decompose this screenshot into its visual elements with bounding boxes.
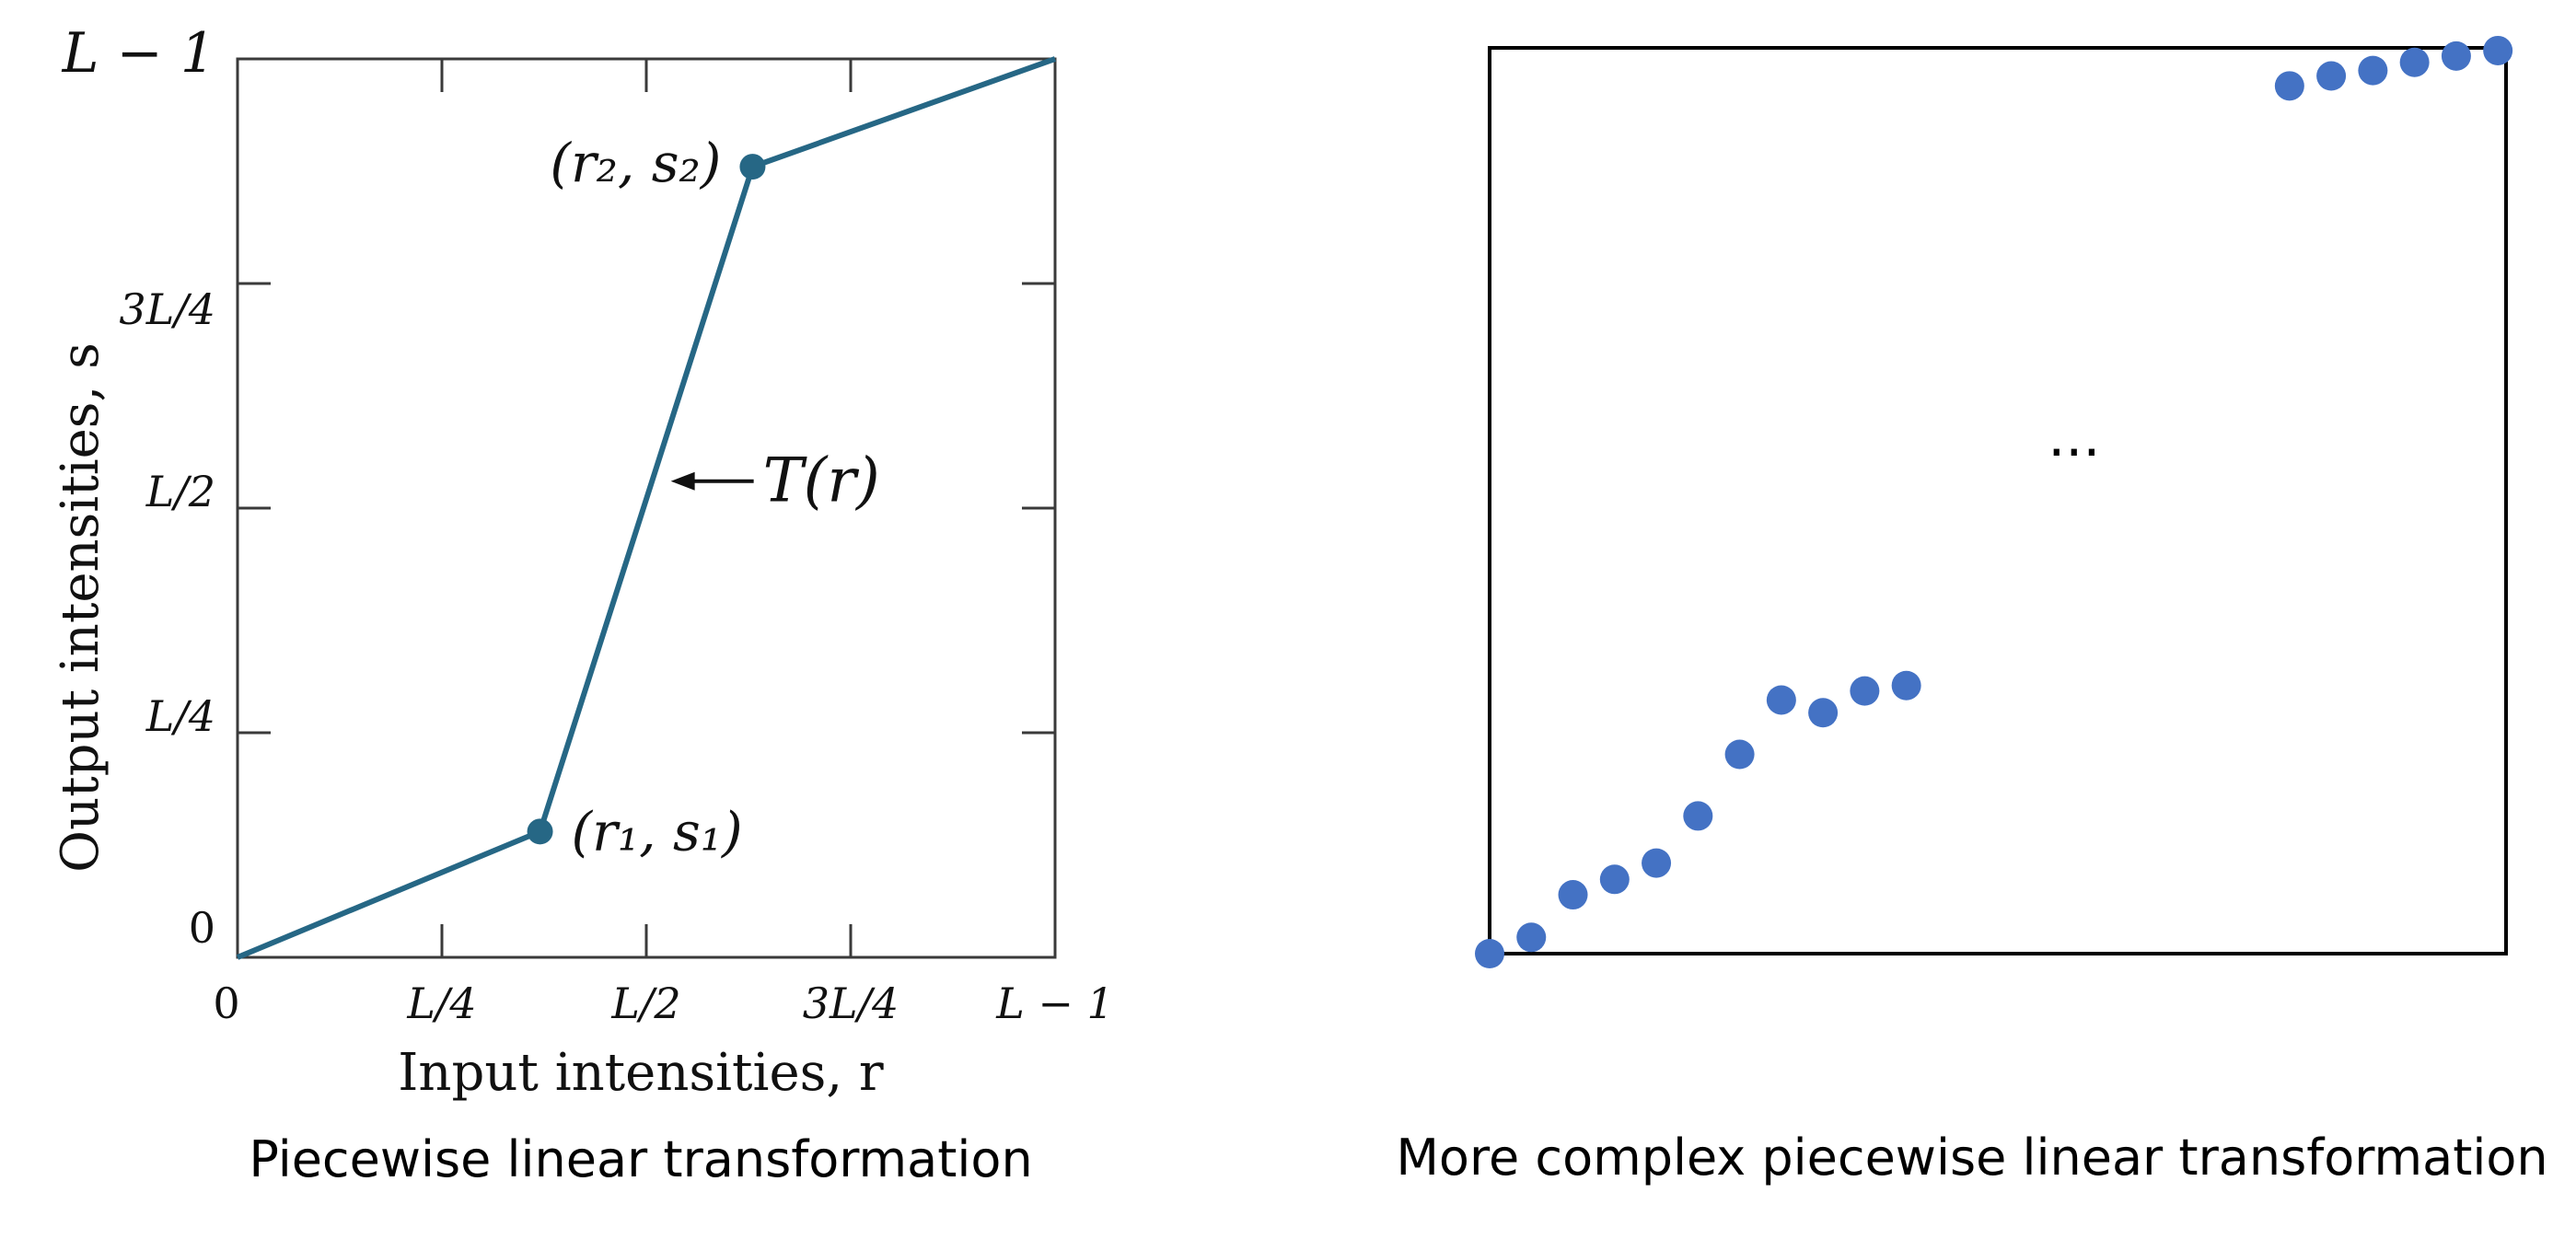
x-tick-label: L/4 bbox=[406, 978, 476, 1028]
scatter-point bbox=[1642, 848, 1672, 878]
control-point-label: (r₁, s₁) bbox=[572, 800, 743, 863]
scatter-point bbox=[1850, 676, 1880, 706]
scatter-point bbox=[2316, 61, 2347, 91]
scatter-point bbox=[2358, 55, 2388, 86]
control-point-marker bbox=[527, 818, 553, 845]
left-chart-caption: Piecewise linear transformation bbox=[249, 1130, 1032, 1188]
left-axis-ticks bbox=[238, 59, 1055, 957]
scatter-point bbox=[2441, 41, 2471, 71]
right-plot-frame bbox=[1488, 46, 2508, 955]
scatter-point bbox=[1808, 698, 1839, 728]
complex-piecewise-chart: ... More complex piecewise linear transf… bbox=[1396, 35, 2548, 1187]
x-tick-label: L/2 bbox=[610, 978, 680, 1028]
transform-annotation: T(r) bbox=[670, 446, 880, 516]
scatter-point bbox=[2274, 71, 2304, 101]
scatter-point bbox=[1558, 880, 1588, 910]
scatter-point bbox=[1683, 801, 1713, 831]
scatter-point bbox=[1475, 939, 1504, 968]
left-x-axis-label: Input intensities, r bbox=[398, 1043, 884, 1103]
scatter-points bbox=[1475, 35, 2513, 968]
scatter-point bbox=[1766, 685, 1796, 715]
scatter-point bbox=[1724, 739, 1755, 770]
scatter-point bbox=[1516, 922, 1547, 953]
scatter-point bbox=[1599, 864, 1630, 895]
y-tick-label: L/2 bbox=[145, 467, 215, 516]
left-y-axis-label: Output intensities, s bbox=[51, 342, 110, 873]
right-chart-caption: More complex piecewise linear transforma… bbox=[1396, 1129, 2547, 1187]
x-tick-label: L − 1 bbox=[995, 978, 1114, 1028]
scatter-point bbox=[1891, 670, 1921, 701]
x-tick-label: 3L/4 bbox=[803, 978, 899, 1028]
scatter-point bbox=[2483, 35, 2513, 65]
control-point-label: (r₂, s₂) bbox=[550, 132, 721, 194]
y-tick-label: L − 1 bbox=[62, 21, 215, 86]
piecewise-linear-chart: 0 L/4 L/2 3L/4 L − 1 0 L/4 L/2 3L/4 L − 1 (r₁, s₁… bbox=[51, 21, 1114, 1188]
control-points: (r₁, s₁) (r₂, s₂) bbox=[527, 132, 766, 863]
left-tick-labels: 0 L/4 L/2 3L/4 L − 1 0 L/4 L/2 3L/4 L − 1 bbox=[62, 21, 1114, 1028]
y-tick-label: 0 bbox=[189, 903, 215, 953]
transform-line bbox=[236, 56, 1057, 960]
x-tick-label: 0 bbox=[213, 978, 239, 1028]
y-tick-label: 3L/4 bbox=[119, 284, 215, 334]
annotation-label: T(r) bbox=[763, 446, 880, 516]
control-point-marker bbox=[739, 154, 766, 180]
annotation-arrow-head bbox=[670, 471, 695, 491]
ellipsis-annotation: ... bbox=[2048, 405, 2100, 469]
y-tick-label: L/4 bbox=[145, 691, 215, 741]
scatter-point bbox=[2399, 47, 2430, 77]
